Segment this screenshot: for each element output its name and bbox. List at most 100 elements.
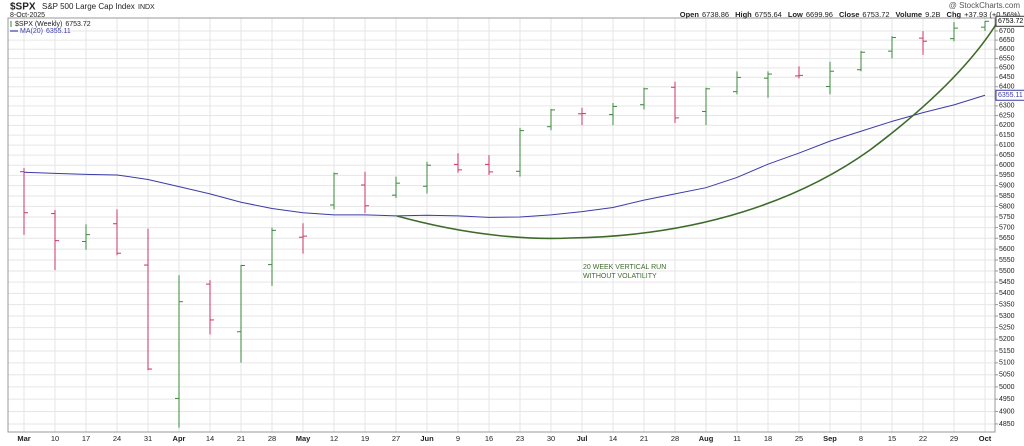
y-tick-label: 6700: [999, 28, 1015, 35]
x-tick-label: 30: [547, 434, 555, 443]
y-tick-label: 5750: [999, 214, 1015, 221]
y-tick-label: 6150: [999, 132, 1015, 139]
quote-line: Open 6738.86 High 6755.64 Low 6699.96 Close 675…: [680, 10, 1021, 19]
symbol: $SPX: [10, 2, 36, 13]
quote-value: 9.2B: [925, 10, 940, 19]
y-tick-label: 6300: [999, 103, 1015, 110]
y-tick-label: 6200: [999, 122, 1015, 129]
y-tick-label: 5300: [999, 313, 1015, 320]
y-tick-label: 6500: [999, 65, 1015, 72]
x-tick-label: 22: [919, 434, 927, 443]
y-tick-label: 5550: [999, 257, 1015, 264]
y-tick-label: 6000: [999, 162, 1015, 169]
x-tick-label: 28: [268, 434, 276, 443]
quote-label: Chg: [947, 10, 962, 19]
y-tick-label: 5850: [999, 193, 1015, 200]
y-tick-label: 5500: [999, 268, 1015, 275]
quote-label: Low: [788, 10, 803, 19]
x-tick-label: 23: [516, 434, 524, 443]
x-tick-label: 18: [764, 434, 772, 443]
source: @ StockCharts.com: [949, 1, 1021, 10]
y-tick-label: 4850: [999, 421, 1015, 428]
x-tick-label: 10: [51, 434, 59, 443]
x-tick-label: 21: [640, 434, 648, 443]
y-tick-label: 5700: [999, 224, 1015, 231]
annotation: 20 WEEK VERTICAL RUN WITHOUT VOLATILITY: [583, 264, 666, 280]
y-tick-label: 6100: [999, 142, 1015, 149]
x-tick-label: 15: [888, 434, 896, 443]
legend-name: $SPX (Weekly): [15, 21, 62, 28]
y-tick-label: 5900: [999, 182, 1015, 189]
x-tick-label: Jul: [577, 434, 588, 443]
exchange: INDX: [138, 4, 155, 11]
annotation-arc: [396, 17, 1001, 240]
ma-line: [23, 94, 986, 218]
marks: [20, 20, 989, 428]
x-tick-label: 9: [456, 434, 460, 443]
date: 8-Oct-2025: [10, 12, 45, 19]
y-tick-label: 5800: [999, 203, 1015, 210]
legend-value: 6753.72: [65, 21, 90, 28]
y-tick-label: 5600: [999, 246, 1015, 253]
x-tick-label: 11: [733, 434, 741, 443]
annotation-text: 20 WEEK VERTICAL RUN: [583, 264, 666, 271]
y-tick-label: 5000: [999, 384, 1015, 391]
x-tick-label: 31: [144, 434, 152, 443]
y-tick-label: 6650: [999, 37, 1015, 44]
x-tick-label: 29: [950, 434, 958, 443]
quote-label: Open: [680, 10, 700, 19]
price-tag-label: 6753.72: [998, 18, 1023, 25]
x-tick-label: Sep: [823, 434, 837, 443]
x-tick-label: 19: [361, 434, 369, 443]
y-tick-label: 5100: [999, 360, 1015, 367]
y-tick-label: 5350: [999, 301, 1015, 308]
y-tick-label: 6450: [999, 74, 1015, 81]
x-tick-label: 24: [113, 434, 121, 443]
x-tick-label: Oct: [979, 434, 992, 443]
legend-value: 6355.11: [46, 28, 71, 35]
legend-entry: $SPX (Weekly) 6753.72: [15, 21, 91, 28]
x-tick-label: 25: [795, 434, 803, 443]
quote-value: 6699.96: [806, 10, 833, 19]
y-tick-label: 6400: [999, 84, 1015, 91]
y-tick-label: 6600: [999, 46, 1015, 53]
legend-name: MA(20): [20, 28, 43, 35]
y-tick-label: 6250: [999, 112, 1015, 119]
y-tick-label: 5400: [999, 290, 1015, 297]
y-tick-label: 5050: [999, 372, 1015, 379]
x-tick-label: 12: [330, 434, 338, 443]
y-tick-label: 5650: [999, 235, 1015, 242]
annotation-text: WITHOUT VOLATILITY: [583, 273, 657, 280]
quote-label: Volume: [896, 10, 923, 19]
x-tick-label: Apr: [173, 434, 186, 443]
y-tick-label: 5150: [999, 348, 1015, 355]
x-tick-label: 14: [609, 434, 617, 443]
y-tick-label: 5450: [999, 279, 1015, 286]
x-tick-label: Mar: [17, 434, 30, 443]
x-tick-label: 16: [485, 434, 493, 443]
legend: $SPX (Weekly) 6753.72 MA(20) 6355.11: [10, 21, 91, 35]
quote-label: High: [735, 10, 752, 19]
price-tag-box: [995, 15, 1024, 27]
x-tick-label: 28: [671, 434, 679, 443]
x-tick-label: Aug: [699, 434, 714, 443]
plot-frame: [7, 17, 996, 433]
quote-value: 6753.72: [862, 10, 889, 19]
subtitle: S&P 500 Large Cap Index: [42, 2, 135, 11]
quote-label: Close: [839, 10, 859, 19]
y-tick-label: 5950: [999, 172, 1015, 179]
y-tick-label: 5250: [999, 324, 1015, 331]
x-tick-label: Jun: [420, 434, 434, 443]
x-tick-label: 8: [859, 434, 863, 443]
y-tick-label: 6050: [999, 152, 1015, 159]
price-tag-box: [995, 89, 1024, 101]
y-tick-label: 4950: [999, 396, 1015, 403]
legend-entry: MA(20) 6355.11: [20, 28, 71, 35]
x-tick-label: 27: [392, 434, 400, 443]
x-tick-label: 21: [237, 434, 245, 443]
x-tick-label: May: [296, 434, 311, 443]
y-tick-label: 4900: [999, 408, 1015, 415]
x-tick-label: 17: [82, 434, 90, 443]
